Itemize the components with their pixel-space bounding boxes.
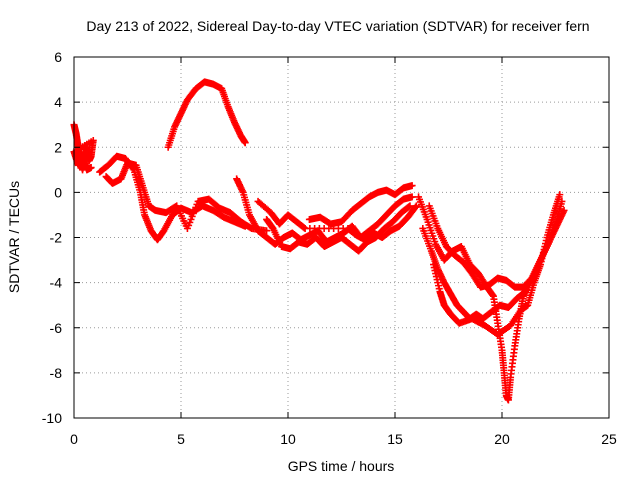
data-point (263, 227, 271, 235)
data-point (408, 193, 416, 201)
series-track-late-c (425, 197, 566, 291)
x-tick-label: 0 (70, 431, 78, 447)
y-axis-label: SDTVAR / TECUs (6, 181, 22, 293)
x-tick-label: 25 (601, 431, 617, 447)
y-tick-label: -10 (42, 410, 62, 426)
chart-title: Day 213 of 2022, Sidereal Day-to-day VTE… (86, 18, 589, 34)
axis-ticks (73, 56, 610, 419)
series-track-loop (102, 159, 271, 235)
data-point (411, 203, 419, 211)
data-point (408, 182, 416, 190)
y-tick-label: 4 (54, 94, 62, 110)
data-point (412, 202, 420, 210)
data-point (87, 164, 95, 172)
x-axis-tick-labels: 0 5 10 15 20 25 (70, 431, 617, 447)
data-point (406, 202, 414, 210)
x-tick-label: 10 (280, 431, 296, 447)
y-tick-label: -2 (50, 230, 63, 246)
y-tick-label: -4 (50, 275, 63, 291)
y-tick-label: -8 (50, 365, 63, 381)
y-axis-tick-labels: -10 -8 -6 -4 -2 0 2 4 6 (42, 49, 62, 426)
y-tick-label: 2 (54, 139, 62, 155)
series-track-hump (164, 78, 249, 151)
series-track-mid-b (263, 202, 414, 255)
y-tick-label: 0 (54, 184, 62, 200)
x-tick-label: 20 (494, 431, 510, 447)
data-point (241, 139, 249, 147)
x-tick-label: 15 (387, 431, 403, 447)
data-point (556, 191, 564, 199)
y-tick-label: 6 (54, 49, 62, 65)
y-tick-label: -6 (50, 320, 63, 336)
series-track-mid-d (254, 197, 420, 244)
series-track-late-d (430, 191, 564, 339)
data-point (560, 206, 568, 214)
x-axis-label: GPS time / hours (288, 458, 395, 474)
x-tick-label: 5 (177, 431, 185, 447)
series-track-mid-c (305, 182, 416, 228)
data-series (70, 78, 568, 404)
